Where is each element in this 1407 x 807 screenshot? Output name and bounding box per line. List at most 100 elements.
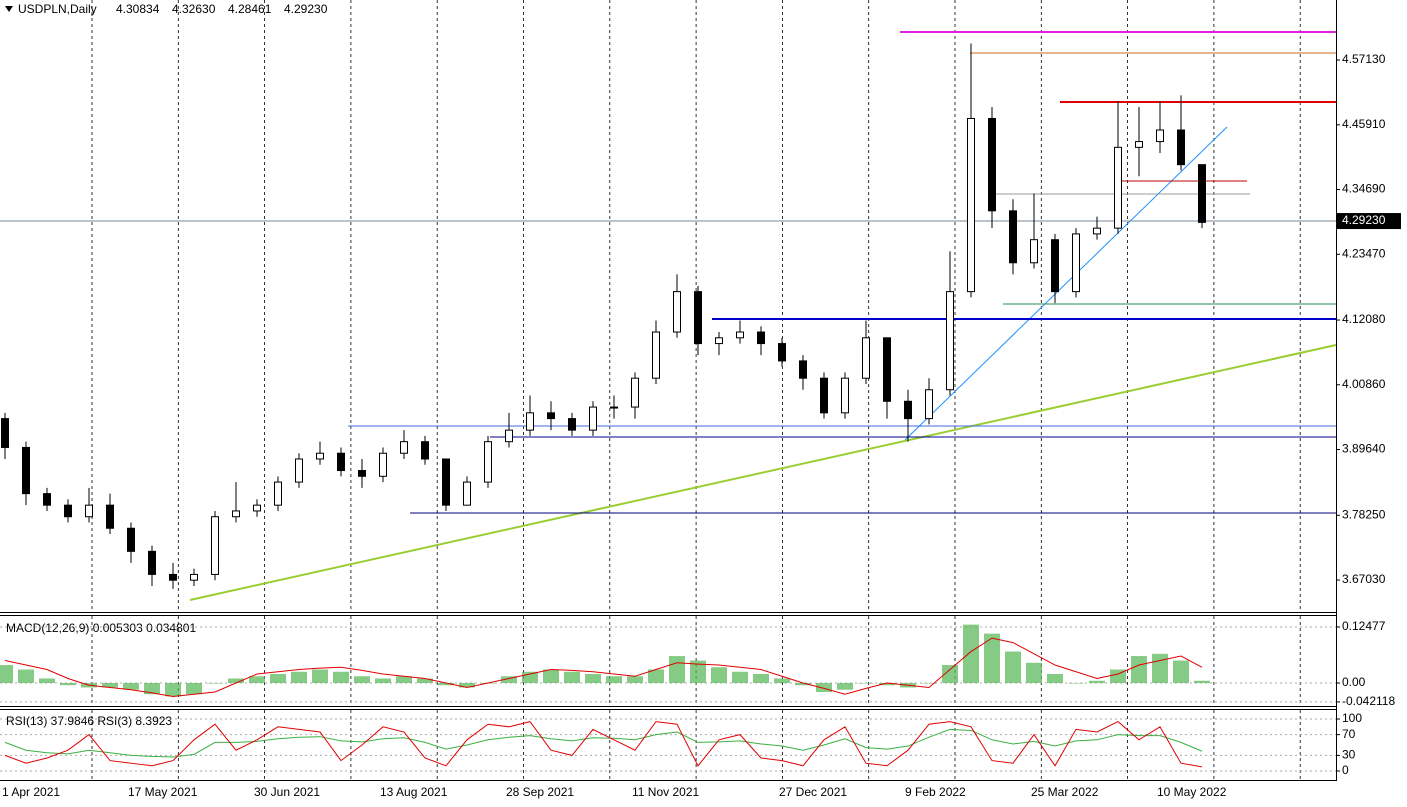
candle-body: [1009, 210, 1017, 264]
candle-body: [547, 412, 555, 420]
candle-body: [715, 337, 723, 345]
candle-body: [22, 446, 30, 495]
y-tick-label: 0.00: [1342, 675, 1366, 689]
trendline: [189, 344, 1337, 601]
x-tick-label: 25 Mar 2022: [1031, 785, 1099, 799]
histogram-bar: [837, 682, 853, 690]
histogram-bar: [1089, 680, 1105, 683]
candle-body: [820, 377, 828, 414]
candle-body: [1198, 164, 1206, 223]
x-tick-label: 27 Dec 2021: [779, 785, 847, 799]
quote-close: 4.29230: [284, 2, 328, 16]
histogram-bar: [291, 671, 307, 683]
histogram-bar: [438, 682, 454, 686]
candle-body: [673, 291, 681, 333]
histogram-bar: [1194, 680, 1210, 683]
candle-body: [421, 441, 429, 460]
histogram-bar: [165, 682, 181, 697]
candle-body: [757, 331, 765, 345]
histogram-bar: [522, 671, 538, 683]
quote-low: 4.28461: [228, 2, 272, 16]
candle-body: [148, 550, 156, 575]
candle-body: [1177, 129, 1185, 166]
histogram-bar: [1047, 674, 1063, 683]
candle-body: [295, 458, 303, 483]
histogram-bar: [648, 669, 664, 683]
y-tick-label: 70: [1342, 727, 1356, 741]
candle-body: [526, 412, 534, 431]
candle-body: [190, 573, 198, 581]
candle-body: [442, 458, 450, 506]
histogram-bar: [60, 682, 76, 686]
y-tick-label: 3.67030: [1342, 572, 1386, 586]
y-tick-label: 3.78250: [1342, 507, 1386, 521]
histogram-bar: [270, 674, 286, 683]
rsi-title: RSI(13) 37.9846 RSI(3) 8.3923: [6, 714, 172, 728]
candle-body: [904, 400, 912, 420]
indicator-line: [4, 721, 1203, 768]
histogram-bar: [207, 682, 223, 684]
candle-body: [463, 481, 471, 506]
y-tick-label: 4.57130: [1342, 52, 1386, 66]
histogram-bar: [564, 671, 580, 683]
candle-body: [652, 331, 660, 379]
candle-body: [253, 504, 261, 512]
candle-body: [1156, 129, 1164, 143]
x-tick-label: 10 May 2022: [1157, 785, 1227, 799]
trendline: [904, 126, 1228, 441]
candle-body: [589, 406, 597, 431]
y-tick-label: 100: [1342, 711, 1362, 725]
histogram-bar: [1173, 660, 1189, 683]
histogram-bar: [606, 676, 622, 683]
histogram-bar: [144, 682, 160, 695]
candle-body: [85, 504, 93, 518]
candle-body: [841, 377, 849, 414]
histogram-bar: [312, 669, 328, 683]
drawn-objects: [189, 31, 1337, 601]
candle-body: [358, 470, 366, 477]
y-tick-label: 4.34690: [1342, 182, 1386, 196]
candle-body: [316, 452, 324, 460]
candle-body: [64, 504, 72, 518]
candle-body: [925, 389, 933, 420]
candle-body: [610, 406, 618, 409]
candle-body: [967, 117, 975, 293]
histogram-bar: [1131, 656, 1147, 683]
histogram-bar: [774, 678, 790, 683]
histogram-bar: [501, 676, 517, 683]
histogram-bar: [984, 633, 1000, 683]
candle-body: [379, 452, 387, 477]
histogram-bar: [228, 678, 244, 683]
x-tick-label: 13 Aug 2021: [380, 785, 448, 799]
histogram-bar: [1005, 651, 1021, 683]
histogram-bar: [585, 674, 601, 683]
histogram-bar: [627, 676, 643, 683]
candle-body: [127, 527, 135, 552]
y-tick-label: 4.45910: [1342, 117, 1386, 131]
quote-high: 4.32630: [172, 2, 216, 16]
candle-body: [1135, 141, 1143, 148]
y-tick-label: 0.12477: [1342, 619, 1386, 633]
candle-body: [505, 429, 513, 443]
y-tick-label: 3.89640: [1342, 442, 1386, 456]
candle-body: [778, 343, 786, 362]
histogram-bar: [963, 624, 979, 683]
indicator-line: [4, 728, 1203, 758]
candle-body: [106, 504, 114, 529]
x-tick-label: 30 Jun 2021: [254, 785, 320, 799]
histogram-bar: [1152, 653, 1168, 683]
candle-body: [736, 331, 744, 339]
y-tick-label: 4.23470: [1342, 246, 1386, 260]
candle-body: [694, 291, 702, 345]
candle-body: [862, 337, 870, 379]
histogram-bar: [543, 669, 559, 683]
candle-body: [1051, 239, 1059, 293]
candle-body: [232, 510, 240, 518]
candle-body: [337, 452, 345, 472]
candle-body: [1093, 227, 1101, 235]
candle-body: [883, 337, 891, 402]
menu-arrow[interactable]: [5, 6, 13, 12]
histogram-bar: [732, 671, 748, 683]
